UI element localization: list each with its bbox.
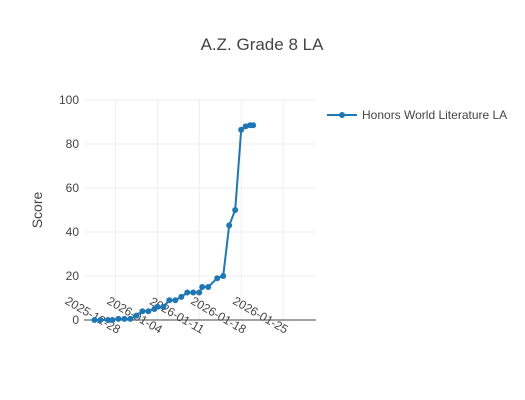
data-point[interactable] bbox=[115, 315, 122, 322]
y-axis-label: Score bbox=[29, 192, 45, 229]
data-point[interactable] bbox=[190, 289, 197, 296]
data-point[interactable] bbox=[220, 273, 227, 279]
y-tick-label: 0 bbox=[72, 313, 79, 327]
data-point[interactable] bbox=[205, 284, 212, 290]
chart-title: A.Z. Grade 8 LA bbox=[201, 35, 324, 54]
legend-marker-swatch bbox=[339, 112, 345, 118]
y-tick-label: 80 bbox=[66, 137, 80, 151]
data-point[interactable] bbox=[232, 207, 239, 213]
data-point[interactable] bbox=[214, 275, 221, 282]
y-tick-label: 20 bbox=[66, 269, 80, 283]
data-point[interactable] bbox=[250, 122, 257, 129]
data-point[interactable] bbox=[178, 293, 185, 300]
data-point[interactable] bbox=[139, 308, 146, 315]
y-tick-label: 60 bbox=[66, 181, 80, 195]
series-plot bbox=[91, 122, 257, 323]
data-point[interactable] bbox=[121, 315, 128, 322]
data-point[interactable] bbox=[127, 315, 134, 322]
data-point[interactable] bbox=[238, 126, 245, 133]
legend-label: Honors World Literature LA bbox=[362, 108, 507, 122]
data-point[interactable] bbox=[172, 297, 179, 304]
data-point[interactable] bbox=[196, 289, 203, 296]
data-point[interactable] bbox=[242, 123, 249, 130]
data-point[interactable] bbox=[160, 303, 167, 310]
data-point[interactable] bbox=[91, 317, 98, 323]
data-point[interactable] bbox=[166, 297, 173, 304]
y-tick-label: 100 bbox=[59, 93, 79, 107]
data-point[interactable] bbox=[133, 312, 140, 319]
y-tick-label: 40 bbox=[66, 225, 80, 239]
data-point[interactable] bbox=[184, 289, 191, 296]
data-point[interactable] bbox=[154, 303, 161, 310]
axes: 2025-12-282026-01-042026-01-112026-01-18… bbox=[59, 93, 316, 337]
data-point[interactable] bbox=[97, 317, 104, 323]
data-point[interactable] bbox=[109, 317, 116, 323]
data-point[interactable] bbox=[226, 222, 233, 229]
data-point[interactable] bbox=[145, 308, 152, 315]
data-point[interactable] bbox=[104, 317, 111, 323]
legend[interactable]: Honors World Literature LA bbox=[327, 108, 507, 122]
data-point[interactable] bbox=[199, 284, 206, 290]
